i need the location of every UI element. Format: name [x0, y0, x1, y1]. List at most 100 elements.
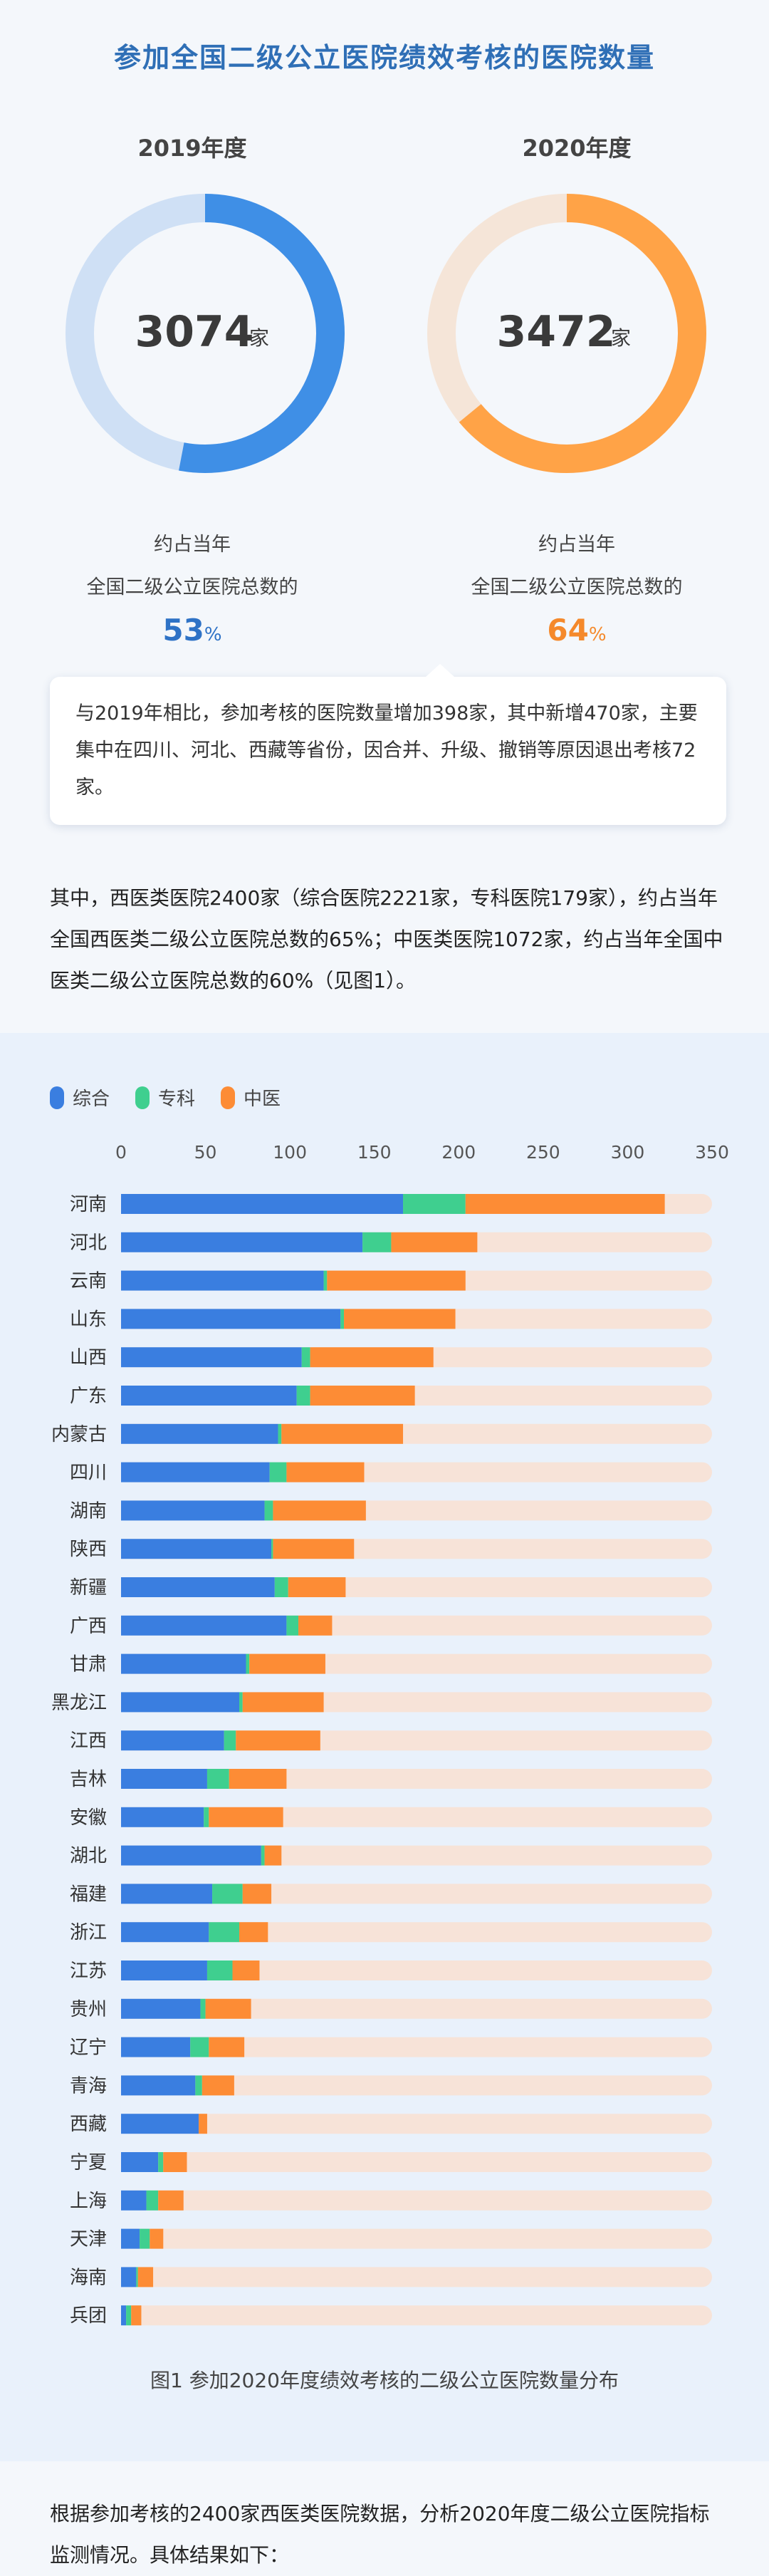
bar-27-series-1: [140, 2228, 150, 2249]
bar-1-series-1: [362, 1232, 392, 1252]
bar-13-series-0: [121, 1692, 239, 1713]
bar-5-series-1: [296, 1386, 310, 1406]
category-label-6: 内蒙古: [51, 1424, 107, 1445]
category-label-11: 广西: [70, 1616, 107, 1637]
bar-25-series-2: [163, 2152, 187, 2172]
bar-15-series-0: [121, 1769, 207, 1789]
donut-2019-count: 3074: [135, 307, 254, 357]
stacked-bar-chart: 0 50 100 150 200 250 300 350 河南河北云南山东山西广东内蒙古四川湖南…: [51, 1142, 729, 2327]
bar-12-series-2: [249, 1653, 325, 1674]
bar-4-series-1: [301, 1347, 310, 1368]
category-label-2: 云南: [70, 1271, 107, 1292]
bar-27-series-2: [150, 2228, 164, 2249]
bar-6-series-2: [281, 1423, 404, 1444]
bar-22-series-1: [190, 2037, 209, 2057]
bar-8-series-2: [273, 1500, 366, 1521]
category-label-5: 广东: [70, 1386, 107, 1407]
bar-15-series-1: [206, 1769, 229, 1789]
x-tick-label-2: 100: [273, 1142, 307, 1163]
category-label-27: 天津: [70, 2229, 107, 2250]
bar-23-series-1: [195, 2075, 202, 2096]
bar-3-series-0: [121, 1309, 341, 1329]
bar-12-series-0: [121, 1653, 246, 1674]
category-label-7: 四川: [70, 1463, 107, 1484]
bar-14-series-0: [121, 1730, 224, 1751]
category-label-28: 海南: [70, 2267, 107, 2288]
comparison-callout: 与2019年相比，参加考核的医院数量增加398家，其中新增470家，主要集中在四…: [50, 664, 726, 825]
x-tick-label-3: 150: [357, 1142, 392, 1163]
category-label-14: 江西: [70, 1730, 107, 1752]
bar-10-series-0: [121, 1577, 275, 1597]
bar-9-series-0: [121, 1539, 272, 1559]
category-label-20: 江苏: [70, 1960, 107, 1982]
bar-19-series-1: [209, 1922, 239, 1943]
donut-2020-unit: 家: [611, 326, 631, 350]
bar-6-series-1: [278, 1423, 282, 1444]
bar-23-series-0: [121, 2075, 196, 2096]
bar-13-series-2: [242, 1692, 324, 1713]
bar-track-25: [121, 2152, 712, 2172]
x-tick-label-1: 50: [194, 1142, 217, 1163]
bar-14-series-1: [224, 1730, 236, 1751]
category-label-16: 安徽: [70, 1807, 107, 1829]
category-label-25: 宁夏: [70, 2152, 107, 2174]
bar-22-series-0: [121, 2037, 191, 2057]
x-tick-label-0: 0: [115, 1142, 127, 1163]
bar-16-series-2: [209, 1807, 283, 1827]
bar-7-series-1: [269, 1462, 287, 1482]
share-2019-line1: 约占当年: [154, 534, 231, 556]
category-label-0: 河南: [70, 1194, 107, 1215]
bar-6-series-0: [121, 1423, 278, 1444]
donut-2020-count: 3472: [497, 307, 616, 357]
bar-track-22: [121, 2037, 712, 2057]
bar-21-series-0: [121, 1998, 201, 2019]
callout-pointer: [426, 664, 454, 677]
bar-0-series-0: [121, 1194, 404, 1214]
bar-20-series-2: [232, 1960, 260, 1980]
bar-12-series-1: [246, 1653, 250, 1674]
legend-swatch-0: [50, 1086, 64, 1109]
legend-label-1: 专科: [158, 1089, 196, 1110]
bar-26-series-2: [158, 2190, 184, 2211]
bar-17-series-2: [264, 1845, 282, 1866]
category-label-1: 河北: [70, 1232, 107, 1254]
bar-13-series-1: [239, 1692, 243, 1713]
share-2020-line1: 约占当年: [538, 534, 615, 556]
donut-2019: 3074 家: [66, 194, 345, 473]
bar-track-26: [121, 2190, 712, 2211]
share-2020-line2: 全国二级公立医院总数的: [471, 576, 683, 598]
bar-25-series-0: [121, 2152, 159, 2172]
bar-11-series-1: [286, 1615, 298, 1636]
bar-11-series-2: [298, 1615, 333, 1636]
bar-21-series-2: [205, 1998, 251, 2019]
category-label-8: 湖南: [70, 1500, 107, 1522]
category-label-18: 福建: [70, 1884, 107, 1905]
bar-track-19: [121, 1922, 712, 1943]
bar-9-series-1: [271, 1539, 273, 1559]
bar-17-series-0: [121, 1845, 261, 1866]
bar-19-series-0: [121, 1922, 209, 1943]
bar-track-27: [121, 2228, 712, 2249]
category-label-24: 西藏: [70, 2114, 107, 2135]
donut-2019-share: [66, 194, 345, 473]
bar-10-series-1: [274, 1577, 288, 1597]
bar-1-series-0: [121, 1232, 363, 1252]
share-2019: 约占当年 全国二级公立医院总数的 53%: [0, 524, 384, 656]
legend-item-0: 综合: [50, 1084, 110, 1111]
share-2019-line2: 全国二级公立医院总数的: [86, 576, 298, 598]
bar-29-series-0: [121, 2305, 127, 2326]
bar-5-series-0: [121, 1386, 297, 1406]
bar-track-21: [121, 1998, 712, 2019]
bar-3-series-2: [344, 1309, 456, 1329]
category-label-26: 上海: [70, 2191, 107, 2212]
bar-2-series-0: [121, 1270, 324, 1291]
x-tick-label-7: 350: [695, 1142, 729, 1163]
bar-24-series-2: [199, 2114, 207, 2134]
bar-7-series-2: [286, 1462, 365, 1482]
bar-1-series-2: [391, 1232, 478, 1252]
share-2020: 约占当年 全国二级公立医院总数的 64%: [384, 524, 769, 656]
bar-3-series-1: [340, 1309, 345, 1329]
bar-27-series-0: [121, 2228, 140, 2249]
donut-2020-share: [427, 194, 706, 473]
